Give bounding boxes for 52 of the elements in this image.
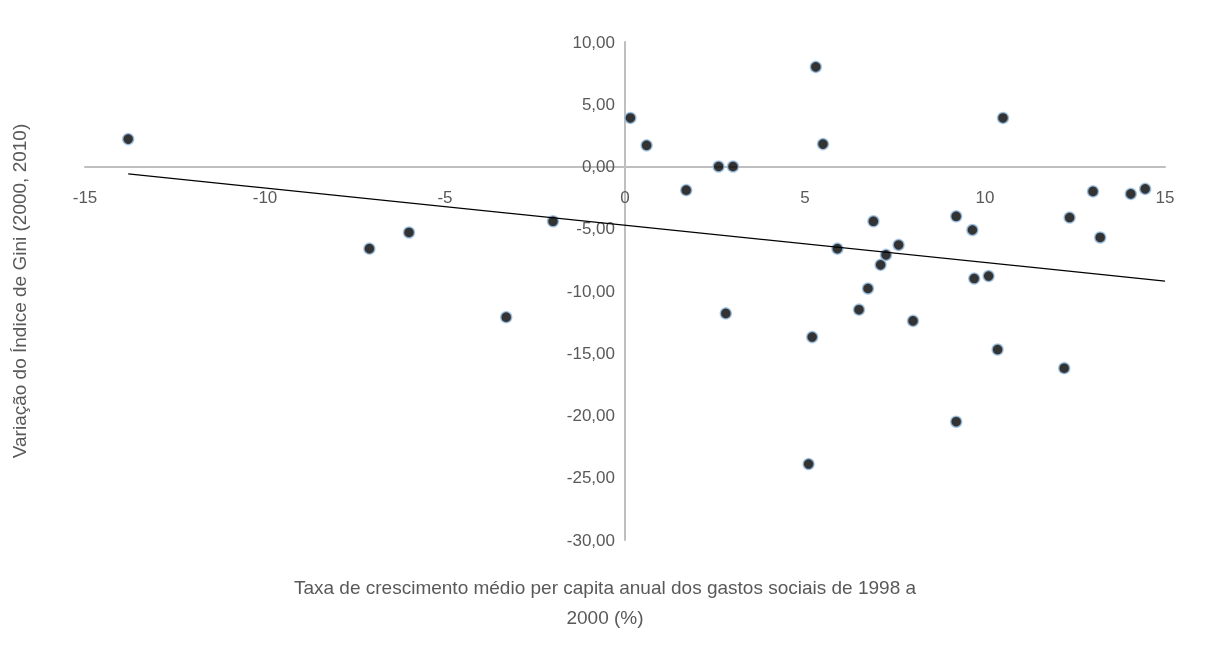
point [802, 457, 815, 471]
point [719, 307, 733, 320]
point [499, 310, 513, 324]
point [121, 132, 135, 146]
y-tick-label: -25,00 [566, 468, 615, 488]
point [867, 215, 880, 228]
y-tick-label: -5,00 [576, 219, 615, 239]
point [816, 137, 830, 151]
y-tick-label: 5,00 [581, 94, 615, 114]
point [861, 282, 875, 295]
x-tick-label: 10 [975, 187, 995, 207]
x-tick-label: 0 [620, 187, 630, 207]
point [906, 314, 920, 328]
x-tick-label: -15 [72, 187, 98, 207]
y-tick-label: 10,00 [572, 32, 615, 52]
point [874, 258, 887, 272]
point [831, 242, 844, 255]
point [996, 111, 1010, 125]
point [852, 303, 866, 316]
point [402, 226, 416, 239]
point [949, 210, 963, 223]
point [805, 330, 819, 344]
x-axis-title: Taxa de crescimento médio per capita anual dos gastos sociais de 1998 a 2000 (%) [292, 576, 918, 630]
point [892, 238, 905, 252]
point [1086, 185, 1100, 198]
point [809, 60, 823, 74]
y-axis-title: Variação do Índice de Gini (2000, 2010) [9, 123, 31, 459]
point [1057, 361, 1071, 375]
point [679, 183, 693, 197]
point [726, 160, 740, 173]
point [967, 272, 981, 285]
x-tick-label: 5 [800, 187, 810, 207]
y-tick-label: -10,00 [566, 281, 615, 301]
point [712, 160, 725, 173]
point [982, 269, 995, 283]
point [949, 415, 963, 428]
x-tick-label: -10 [252, 187, 278, 207]
y-tick-label: 0,00 [581, 157, 615, 176]
point [966, 223, 979, 237]
point [1138, 182, 1152, 196]
point [363, 242, 376, 255]
point [624, 111, 637, 125]
y-tick-label: -15,00 [566, 343, 615, 363]
x-tick-label: -5 [437, 187, 453, 207]
y-tick-label: -20,00 [566, 406, 615, 425]
point [1093, 231, 1107, 244]
y-tick-label: -30,00 [566, 530, 615, 550]
point [1124, 187, 1138, 201]
x-tick-label: 15 [1155, 187, 1175, 207]
point [640, 139, 653, 152]
point [991, 343, 1004, 356]
point [1063, 211, 1076, 224]
